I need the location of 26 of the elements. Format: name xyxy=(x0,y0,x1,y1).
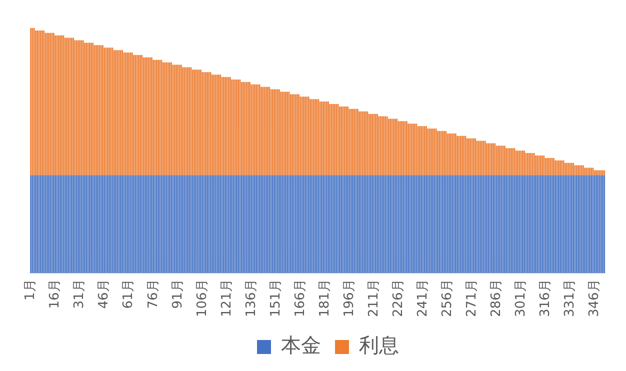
x-tick-label: 16月 xyxy=(48,279,63,309)
x-tick-label: 331月 xyxy=(562,279,578,318)
x-tick-label: 166月 xyxy=(292,279,308,318)
x-tick-label: 271月 xyxy=(464,279,480,318)
x-tick-label: 241月 xyxy=(415,279,430,318)
x-tick-label: 286月 xyxy=(488,279,504,318)
x-tick-label: 91月 xyxy=(170,279,186,309)
x-tick-label: 211月 xyxy=(366,279,382,318)
x-tick-label: 301月 xyxy=(513,279,528,318)
x-tick-label: 226月 xyxy=(390,279,406,318)
x-tick-label: 76月 xyxy=(146,279,161,309)
x-tick-label: 121月 xyxy=(219,279,234,318)
x-tick-label: 61月 xyxy=(121,279,136,309)
x-tick-label: 1月 xyxy=(23,279,38,300)
x-tick-label: 31月 xyxy=(72,279,88,309)
x-tick-label: 151月 xyxy=(268,279,284,318)
x-tick-label: 46月 xyxy=(96,279,112,309)
legend-label: 利息 xyxy=(359,333,399,358)
x-tick-label: 346月 xyxy=(586,279,602,318)
x-tick-label: 256月 xyxy=(440,279,455,318)
x-tick-label: 196月 xyxy=(342,279,357,318)
x-tick-label: 316月 xyxy=(538,279,553,318)
x-tick-label: 136月 xyxy=(244,279,259,318)
x-tick-label: 181月 xyxy=(317,279,332,318)
x-tick-label: 106月 xyxy=(194,279,210,318)
legend-label: 本金 xyxy=(281,333,321,358)
